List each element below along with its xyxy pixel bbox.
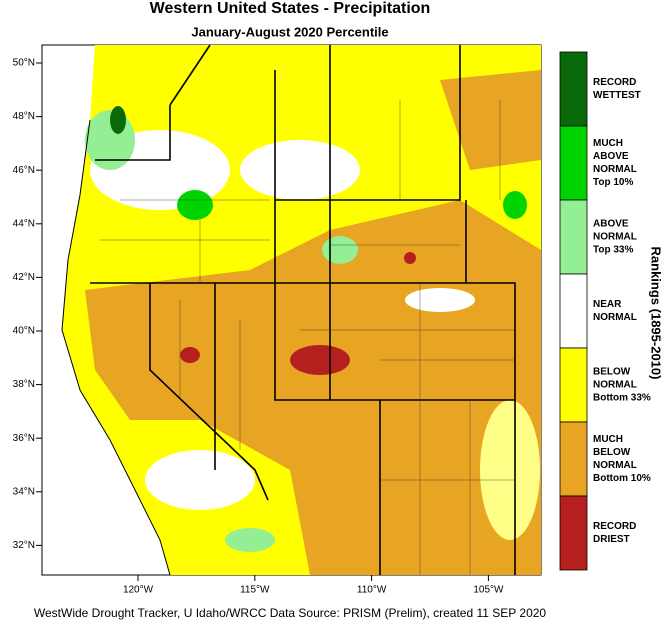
legend-label: NEAR — [593, 299, 622, 310]
subtitle: January-August 2020 Percentile — [191, 24, 388, 39]
lon-axis: 120°W 115°W 110°W 105°W — [123, 575, 504, 596]
legend-swatch — [559, 421, 588, 497]
lon-label: 115°W — [240, 585, 270, 596]
title: Western United States - Precipitation — [150, 0, 431, 17]
lon-label: 110°W — [357, 585, 387, 596]
legend-label: NORMAL — [593, 460, 637, 471]
lat-label: 48°N — [13, 111, 35, 122]
legend-label: MUCH — [593, 138, 623, 149]
lat-label: 34°N — [13, 486, 35, 497]
legend-label: NORMAL — [593, 164, 637, 175]
legend-swatch — [559, 273, 588, 349]
legend-label: RECORD — [593, 77, 636, 88]
legend-label: WETTEST — [593, 90, 641, 101]
legend-label: DRIEST — [593, 534, 630, 545]
legend-title: Rankings (1895-2010) — [649, 247, 664, 380]
legend-swatch — [559, 347, 588, 423]
lat-label: 32°N — [13, 540, 35, 551]
lat-label: 42°N — [13, 272, 35, 283]
legend-swatch — [559, 51, 588, 127]
legend-label: BELOW — [593, 367, 631, 378]
lat-label: 38°N — [13, 379, 35, 390]
legend-swatch — [559, 125, 588, 201]
legend-label: ABOVE — [593, 151, 629, 162]
lat-label: 44°N — [13, 218, 35, 229]
legend-label: Bottom 10% — [593, 473, 651, 484]
lat-label: 46°N — [13, 165, 35, 176]
legend-label: BELOW — [593, 447, 631, 458]
legend-label: Bottom 33% — [593, 393, 651, 404]
legend-label: NORMAL — [593, 232, 637, 243]
legend-label: NORMAL — [593, 380, 637, 391]
lat-label: 50°N — [13, 58, 35, 69]
legend-swatch — [559, 199, 588, 275]
lon-label: 120°W — [123, 585, 154, 596]
footer: WestWide Drought Tracker, U Idaho/WRCC D… — [34, 606, 547, 620]
legend: RECORD WETTEST MUCH ABOVE NORMAL Top 10% ABOVE… — [559, 51, 651, 571]
legend-label: RECORD — [593, 521, 636, 532]
legend-label: Top 33% — [593, 245, 633, 256]
legend-label: MUCH — [593, 434, 623, 445]
map — [41, 44, 542, 576]
lat-label: 40°N — [13, 326, 35, 337]
legend-label: NORMAL — [593, 312, 637, 323]
lat-label: 36°N — [13, 433, 35, 444]
lat-axis: 50°N 48°N 46°N 44°N 42°N 40°N 38°N 36°N 34°N 32°N — [13, 58, 42, 551]
lon-label: 105°W — [473, 585, 504, 596]
legend-label: Top 10% — [593, 177, 633, 188]
legend-swatch — [559, 495, 588, 571]
legend-label: ABOVE — [593, 219, 629, 230]
